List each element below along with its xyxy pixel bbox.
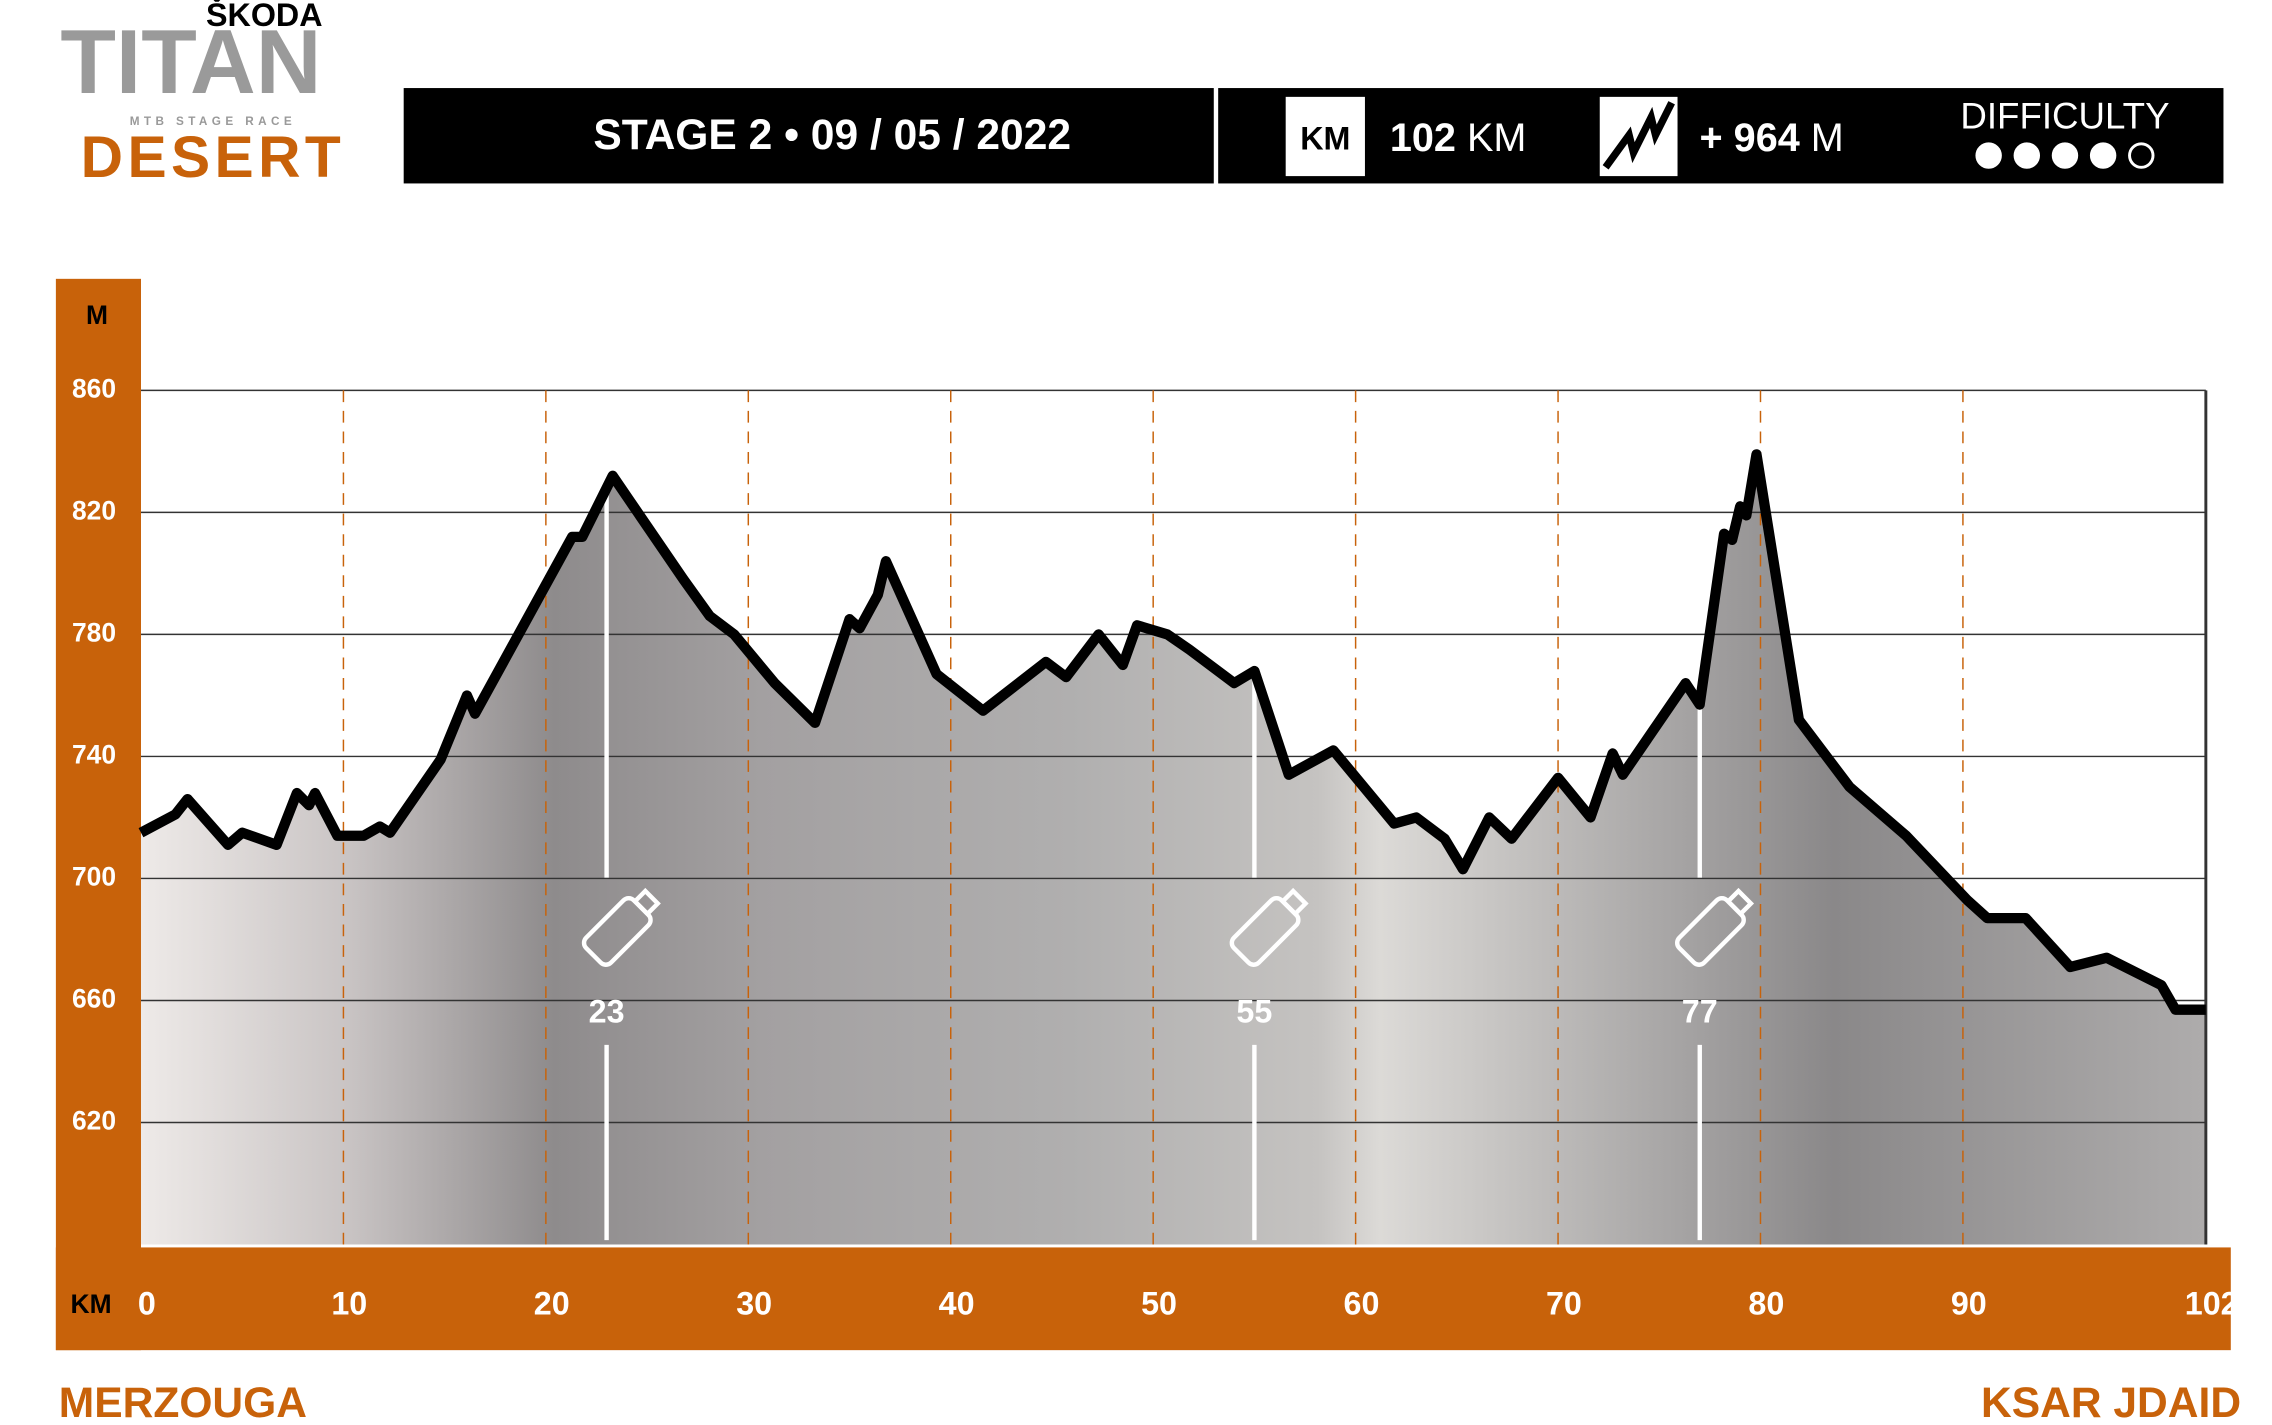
x-tick-label: 50 [1141, 1286, 1177, 1322]
x-tick-label: 60 [1344, 1286, 1380, 1322]
difficulty-dot [2051, 142, 2079, 169]
distance: 102 KM [1390, 116, 1527, 160]
bottle-cap [631, 887, 661, 917]
finish-location: KSAR JDAID [1981, 1379, 2241, 1425]
y-tick-label: 820 [72, 495, 116, 525]
x-axis-band [55, 1247, 2231, 1351]
aid-station-label: 77 [1682, 994, 1718, 1030]
distance-value: 102 [1390, 116, 1456, 160]
x-tick-label: 10 [331, 1286, 367, 1322]
distance-unit: KM [1467, 116, 1526, 160]
climb-unit: M [1811, 116, 1844, 160]
x-tick-label: 70 [1546, 1286, 1582, 1322]
header-bar [403, 88, 1214, 184]
x-tick-label: 20 [534, 1286, 570, 1322]
x-axis-label: KM [71, 1289, 112, 1319]
x-tick-label: 30 [736, 1286, 772, 1322]
area-fill [140, 454, 2206, 1245]
y-axis-band [55, 278, 141, 1351]
logo-edition: DESERT [81, 125, 345, 190]
x-tick-label: 40 [939, 1286, 975, 1322]
y-tick-label: 620 [72, 1105, 116, 1135]
x-tick-label: 0 [138, 1286, 156, 1322]
logo-name: TITAN [60, 12, 321, 113]
bottle-cap [1279, 887, 1309, 917]
difficulty-label: DIFFICULTY [1960, 96, 2169, 137]
x-tick-label: 90 [1951, 1286, 1987, 1322]
start-location: MERZOUGA [59, 1379, 307, 1425]
y-tick-label: 780 [72, 617, 116, 647]
km-icon-label: KM [1300, 120, 1350, 156]
bottle-cap [1724, 887, 1755, 917]
logo-tagline: MTB STAGE RACE [130, 115, 296, 128]
x-tick-label: 102 [2185, 1286, 2239, 1322]
header-bar [1218, 88, 2224, 184]
aid-station-label: 23 [589, 994, 625, 1030]
stage: STAGE 2 • 09 / 05 / 2022 [593, 111, 1071, 159]
climb-icon-shape [1602, 101, 1675, 170]
bottle-icon [581, 887, 661, 967]
logo-brand: ŠKODA [206, 0, 323, 33]
aid-station-label: 55 [1236, 994, 1272, 1030]
y-axis-label: M [86, 300, 108, 330]
bottle-icon [1674, 887, 1755, 967]
difficulty-dot [2128, 142, 2155, 169]
plot: 620 660 700 740 780 820 860 0 10 20 30 40 50 60 70 80 90… [72, 373, 2239, 1321]
y-tick-label: 860 [72, 373, 116, 403]
difficulty-dot [2013, 142, 2041, 169]
y-tick-label: 700 [72, 861, 116, 891]
climb-value: + 964 [1700, 116, 1800, 160]
x-tick-label: 80 [1748, 1286, 1784, 1322]
y-tick-label: 660 [72, 983, 116, 1013]
y-tick-label: 740 [72, 739, 116, 769]
km-icon [1285, 96, 1365, 177]
difficulty-dot [1975, 142, 2002, 169]
elevation-line [138, 449, 2206, 1015]
difficulty-dot [2089, 142, 2117, 169]
bottle-icon [1229, 887, 1309, 967]
climb: + 964 M [1700, 116, 1844, 160]
